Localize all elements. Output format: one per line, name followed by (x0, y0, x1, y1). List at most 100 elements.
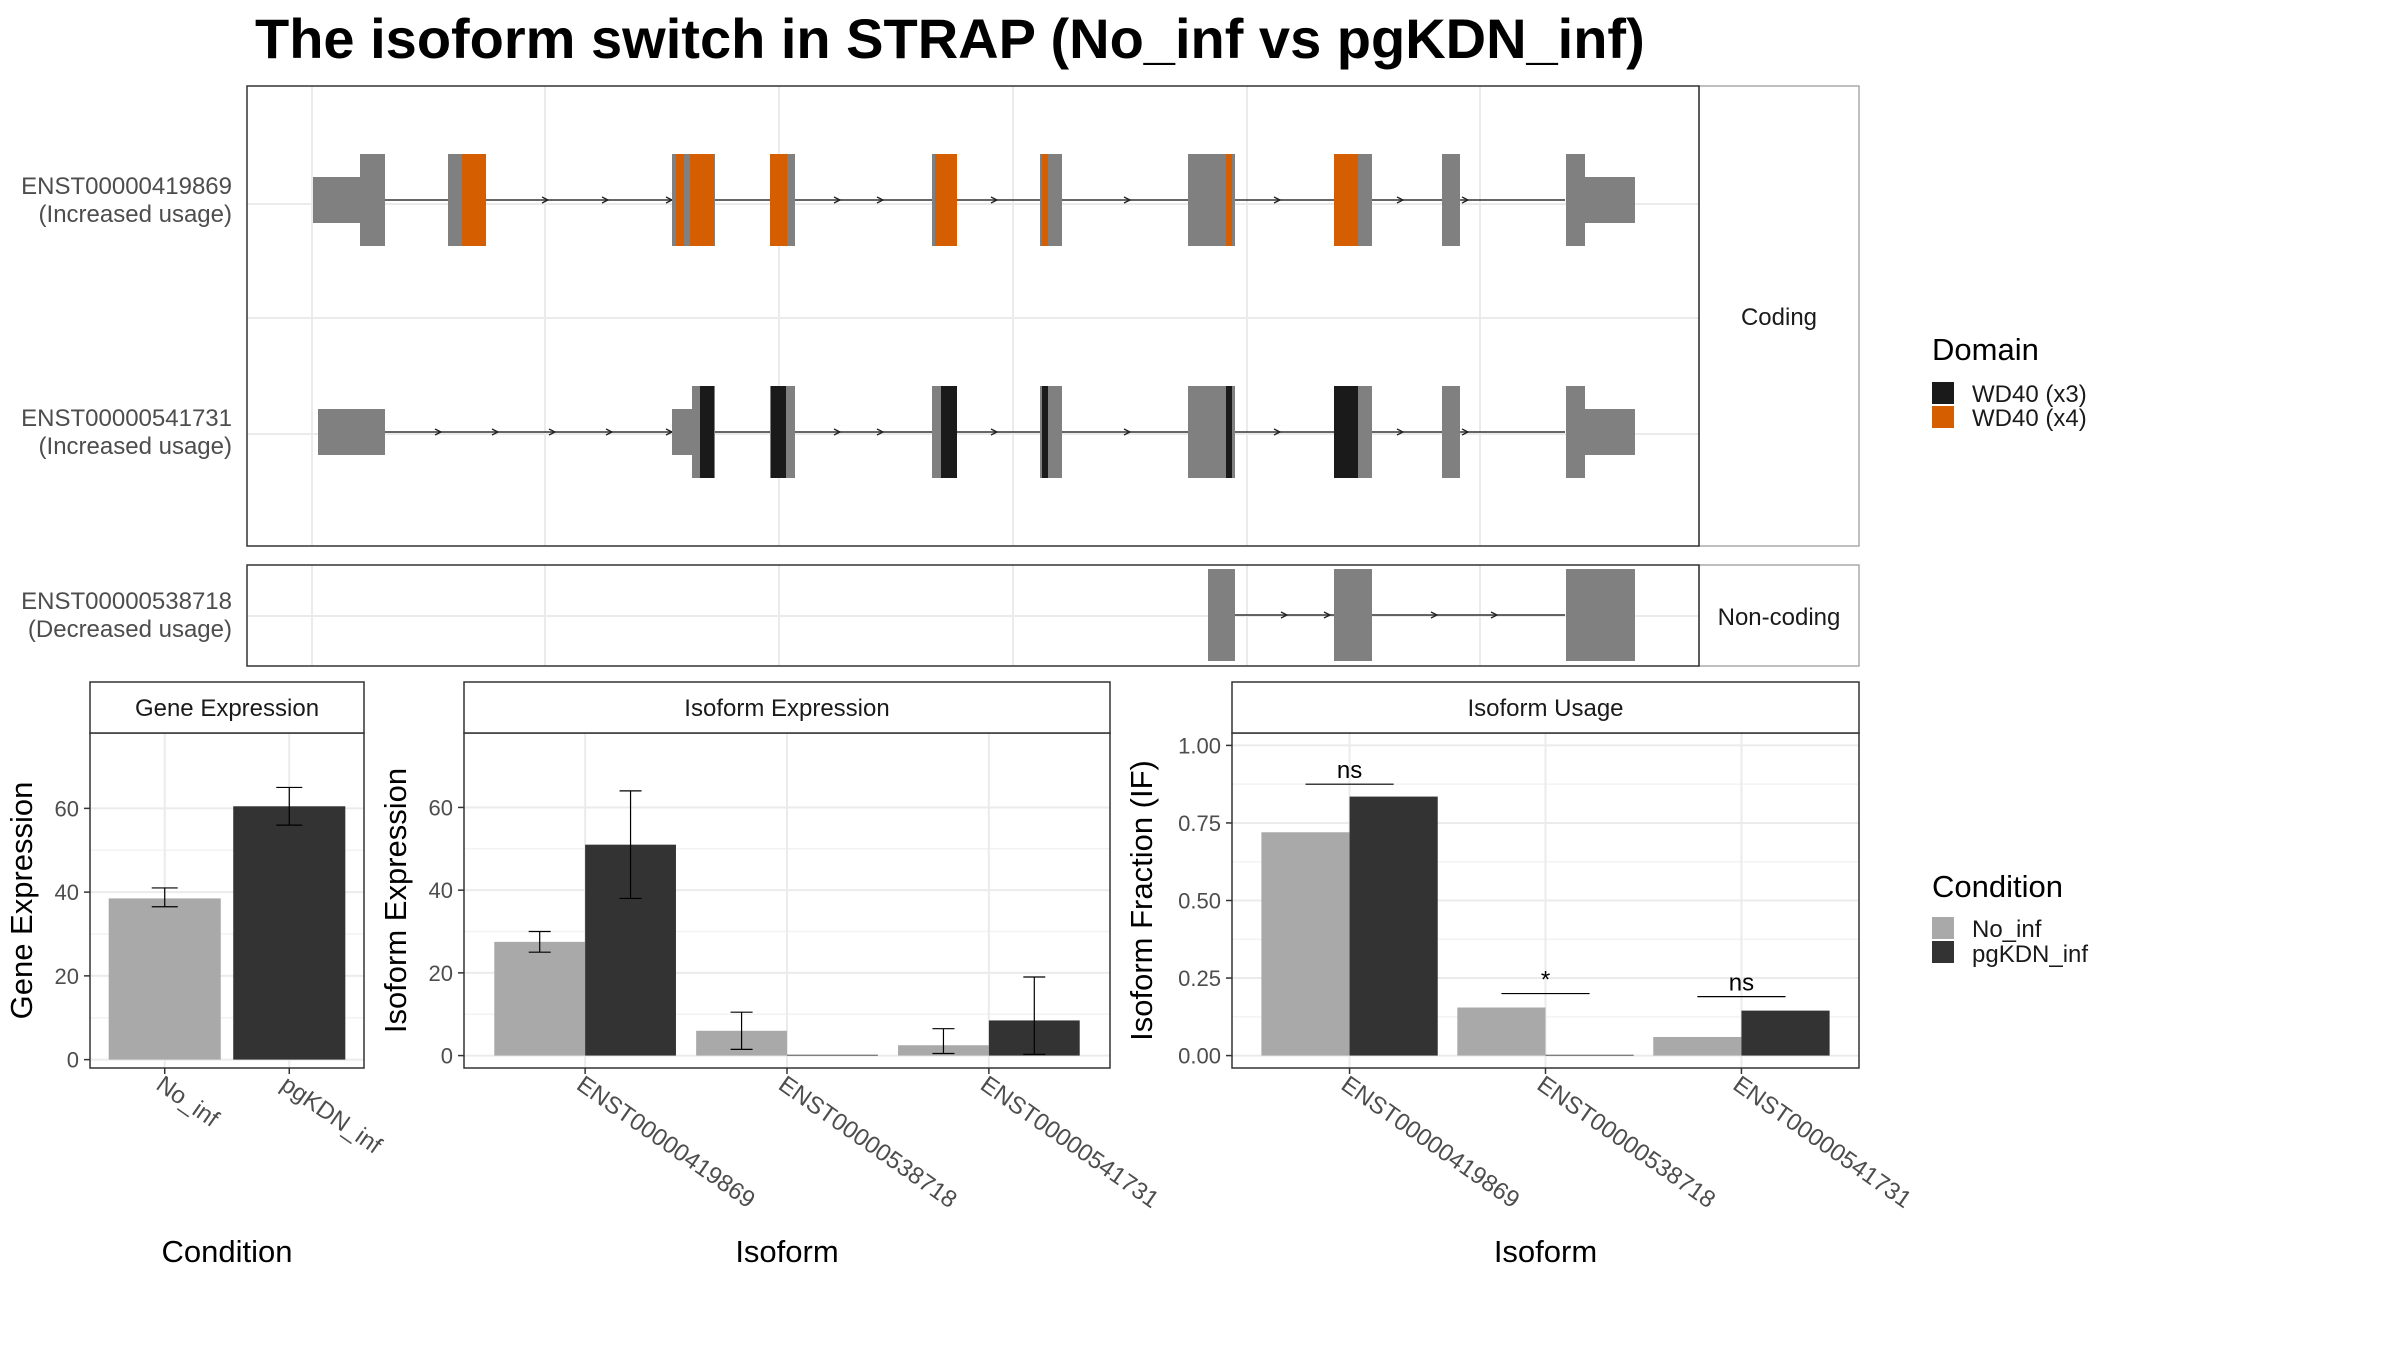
noncoding-panel-border (246, 564, 1700, 667)
transcript-538718-intron-arrow (1323, 611, 1332, 619)
transcript-419869-domain-wd40-x4 (690, 154, 714, 246)
chart-gene-strip (89, 681, 365, 734)
transcript-419869-intron-arrow (833, 196, 842, 204)
transcript-419869-intron-arrow (1273, 196, 1282, 204)
chart-usage-strip-title: Isoform Usage (1467, 695, 1623, 722)
chart-isoexp-bar-no-inf (494, 941, 586, 1056)
transcript-541731-domain-wd40-x3 (941, 386, 957, 478)
transcript-541731-domain-wd40-x3 (1042, 386, 1048, 478)
chart-isoexp-strip-title: Isoform Expression (684, 695, 889, 722)
condition-legend: Condition No_inf pgKDN_inf (1932, 869, 2088, 968)
chart-gene-xaxis-title: Condition (162, 1234, 293, 1269)
transcript-541731-domain-wd40-x3 (771, 386, 786, 478)
legend-label-pgkdn-inf: pgKDN_inf (1972, 941, 2088, 968)
strip-noncoding (1698, 564, 1860, 667)
transcript-419869-domain-wd40-x4 (1042, 154, 1048, 246)
domain-legend-title: Domain (1932, 332, 2039, 367)
transcript-419869-intron-arrow (990, 196, 999, 204)
legend-label-wd40-x3: WD40 (x3) (1972, 381, 2087, 408)
transcript-541731-intron-arrow (548, 428, 557, 436)
transcript-538718-intron-arrow (1280, 611, 1289, 619)
chart-isoexp-xtick-label: ENST00000541731 (975, 1071, 1163, 1214)
chart-usage-strip (1231, 681, 1860, 734)
transcript-541731-intron-arrow (990, 428, 999, 436)
transcript-541731-intron-arrow (491, 428, 500, 436)
chart-usage-ytick-label: 0.25 (1178, 966, 1221, 991)
chart-usage-xtick-label: ENST00000538718 (1532, 1071, 1720, 1214)
chart-isoexp-ytick-label: 0 (441, 1044, 453, 1069)
transcript-label-id: ENST00000538718 (21, 588, 232, 615)
chart-isoexp-xtick-label: ENST00000419869 (572, 1071, 760, 1214)
expression-bar-charts: Gene Expression 0 20 40 60 No_inf pgKDN_inf Con… (4, 681, 1916, 1269)
chart-gene-xtick-label: pgKDN_inf (276, 1071, 387, 1160)
transcript-419869-intron-arrow (1396, 196, 1405, 204)
transcript-541731-intron-arrow (1273, 428, 1282, 436)
transcript-541731-intron-arrow (833, 428, 842, 436)
figure-title: The isoform switch in STRAP (No_inf vs p… (255, 7, 1645, 70)
transcript-label-id: ENST00000541731 (21, 405, 232, 432)
chart-usage-bar-pgkdn-inf (1741, 1010, 1830, 1056)
transcript-538718-exon (1208, 569, 1235, 661)
transcript-419869-domain-wd40-x4 (1334, 154, 1358, 246)
transcript-419869-domain-wd40-x4 (770, 154, 787, 246)
transcript-541731-domain-wd40-x3 (1226, 386, 1232, 478)
legend-key-no-inf (1932, 917, 1954, 939)
strip-coding (1698, 85, 1860, 547)
legend-key-wd40-x3 (1932, 382, 1954, 404)
transcript-541731-intron-arrow (876, 428, 885, 436)
chart-gene-ytick-label: 0 (67, 1048, 79, 1073)
transcript-label-usage: (Increased usage) (39, 433, 232, 460)
transcript-541731-exon (1442, 386, 1460, 478)
legend-key-pgkdn-inf (1932, 941, 1954, 963)
transcript-538718-intron-arrow (1490, 611, 1499, 619)
transcript-419869-domain-wd40-x4 (676, 154, 684, 246)
chart-usage-ytick-label: 1.00 (1178, 733, 1221, 758)
chart-gene-xtick-label: No_inf (151, 1071, 224, 1133)
chart-gene: Gene Expression 0 20 40 60 No_inf pgKDN_inf Con… (4, 681, 387, 1269)
condition-legend-title: Condition (1932, 869, 2063, 904)
transcript-419869-intron-arrow (876, 196, 885, 204)
chart-usage-bar-no-inf (1261, 832, 1350, 1056)
chart-usage-ytick-label: 0.75 (1178, 811, 1221, 836)
transcript-label-usage: (Increased usage) (39, 201, 232, 228)
chart-usage-xtick-label: ENST00000541731 (1728, 1071, 1916, 1214)
transcript-538718-exon (1566, 569, 1635, 661)
transcript-541731-domain-wd40-x3 (1334, 386, 1358, 478)
transcript-label-id: ENST00000419869 (21, 173, 232, 200)
transcript-419869-intron-arrow (1461, 196, 1470, 204)
transcript-419869-exon (360, 154, 385, 246)
transcript-541731-exon (318, 409, 385, 455)
transcript-label-usage: (Decreased usage) (28, 616, 232, 643)
chart-usage-bar-pgkdn-inf (1545, 1054, 1634, 1056)
coding-panel-border (246, 85, 1700, 547)
chart-isoexp-xaxis-title: Isoform (735, 1234, 838, 1269)
chart-isoexp-xtick-label: ENST00000538718 (774, 1071, 962, 1214)
transcript-541731-intron-arrow (605, 428, 614, 436)
legend-key-wd40-x4 (1932, 406, 1954, 428)
transcript-419869-domain-wd40-x4 (462, 154, 486, 246)
chart-isoexp-ytick-label: 40 (429, 878, 453, 903)
transcript-541731-intron-arrow (1461, 428, 1470, 436)
chart-usage-significance-label: ns (1729, 970, 1754, 997)
chart-usage-bar-no-inf (1457, 1007, 1546, 1056)
legend-label-wd40-x4: WD40 (x4) (1972, 405, 2087, 432)
chart-usage-ytick-label: 0.00 (1178, 1044, 1221, 1069)
transcript-419869-domain-wd40-x4 (1226, 154, 1232, 246)
chart-isoexp-yaxis-title: Isoform Expression (378, 768, 413, 1033)
chart-usage: ns * ns Isoform Usage 0.00 0.25 0.50 0.75 1.00 EN… (1124, 681, 1916, 1269)
chart-isoexp: Isoform Expression 0 20 40 60 ENST00000419869… (378, 681, 1164, 1269)
transcript-538718-intron-arrow (1430, 611, 1439, 619)
transcript-541731-intron-arrow (1396, 428, 1405, 436)
transcript-541731-exon (1566, 409, 1635, 455)
chart-usage-significance-label: * (1541, 967, 1550, 994)
chart-usage-xaxis-title: Isoform (1494, 1234, 1597, 1269)
transcript-419869-domain-wd40-x4 (935, 154, 957, 246)
chart-usage-ytick-label: 0.50 (1178, 889, 1221, 914)
transcript-419869-intron-arrow (1123, 196, 1132, 204)
chart-gene-bar (108, 898, 221, 1060)
chart-usage-yaxis-title: Isoform Fraction (IF) (1124, 760, 1159, 1041)
transcript-structure-plot: CodingNon-codingENST00000419869(Increase… (21, 85, 1860, 667)
chart-usage-bar-pgkdn-inf (1349, 796, 1438, 1056)
transcript-538718-exon (1334, 569, 1372, 661)
